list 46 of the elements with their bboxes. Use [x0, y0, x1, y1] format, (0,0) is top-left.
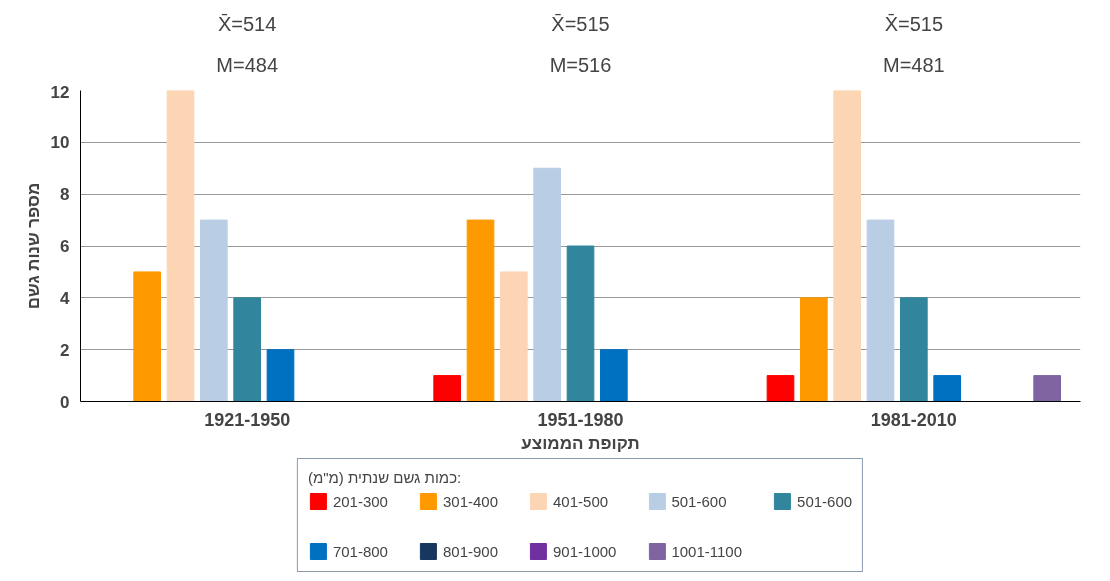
bar: [500, 271, 528, 402]
bar: [166, 90, 195, 402]
y-tick-label: 4: [60, 288, 71, 308]
x-tick-label: 1921-1950: [204, 409, 291, 430]
x-tick-label: 1951-1980: [537, 409, 624, 430]
legend-label: 501-600: [797, 492, 853, 510]
legend-label: 501-600: [671, 492, 727, 510]
legend-title: כמות גשם שנתית (מ"מ):: [307, 469, 463, 486]
bar: [266, 349, 295, 402]
y-tick-label: 8: [60, 185, 70, 205]
y-axis-title: מספר שנות גשם: [23, 182, 43, 310]
text: M=484: [216, 54, 279, 77]
bar: [933, 375, 961, 402]
bar: [466, 219, 495, 402]
legend-label: 801-900: [442, 542, 499, 560]
bar: [833, 90, 861, 402]
x-axis-title: תקופת הממוצע: [521, 433, 640, 453]
legend-label: 1001-1100: [671, 542, 743, 560]
text: M=516: [549, 54, 612, 77]
bar: [800, 297, 828, 402]
y-tick-label: 12: [50, 82, 70, 102]
text: M=481: [882, 54, 945, 77]
bar: [233, 297, 261, 402]
bar: [200, 219, 228, 402]
text: X̄=514: [217, 13, 277, 36]
bar: [433, 375, 461, 402]
bar: [133, 271, 161, 402]
legend-label: 301-400: [442, 492, 499, 510]
bar: [566, 245, 595, 402]
bar: [766, 375, 795, 402]
bar: [866, 219, 895, 402]
bar: [1033, 375, 1061, 402]
bar: [533, 167, 561, 402]
y-tick-label: 10: [50, 133, 70, 153]
y-tick-label: 0: [60, 392, 70, 412]
text: X̄=515: [551, 13, 610, 36]
bar: [900, 297, 928, 402]
y-tick-label: 6: [60, 237, 70, 256]
text: X̄=515: [884, 13, 944, 36]
x-tick-label: 1981-2010: [870, 409, 957, 430]
bar: [600, 349, 628, 402]
legend-label: 701-800: [332, 542, 388, 560]
legend-label: 901-1000: [553, 542, 617, 560]
legend-label: 401-500: [553, 492, 609, 510]
y-tick-label: 2: [60, 340, 70, 360]
legend-label: 201-300: [332, 492, 388, 510]
